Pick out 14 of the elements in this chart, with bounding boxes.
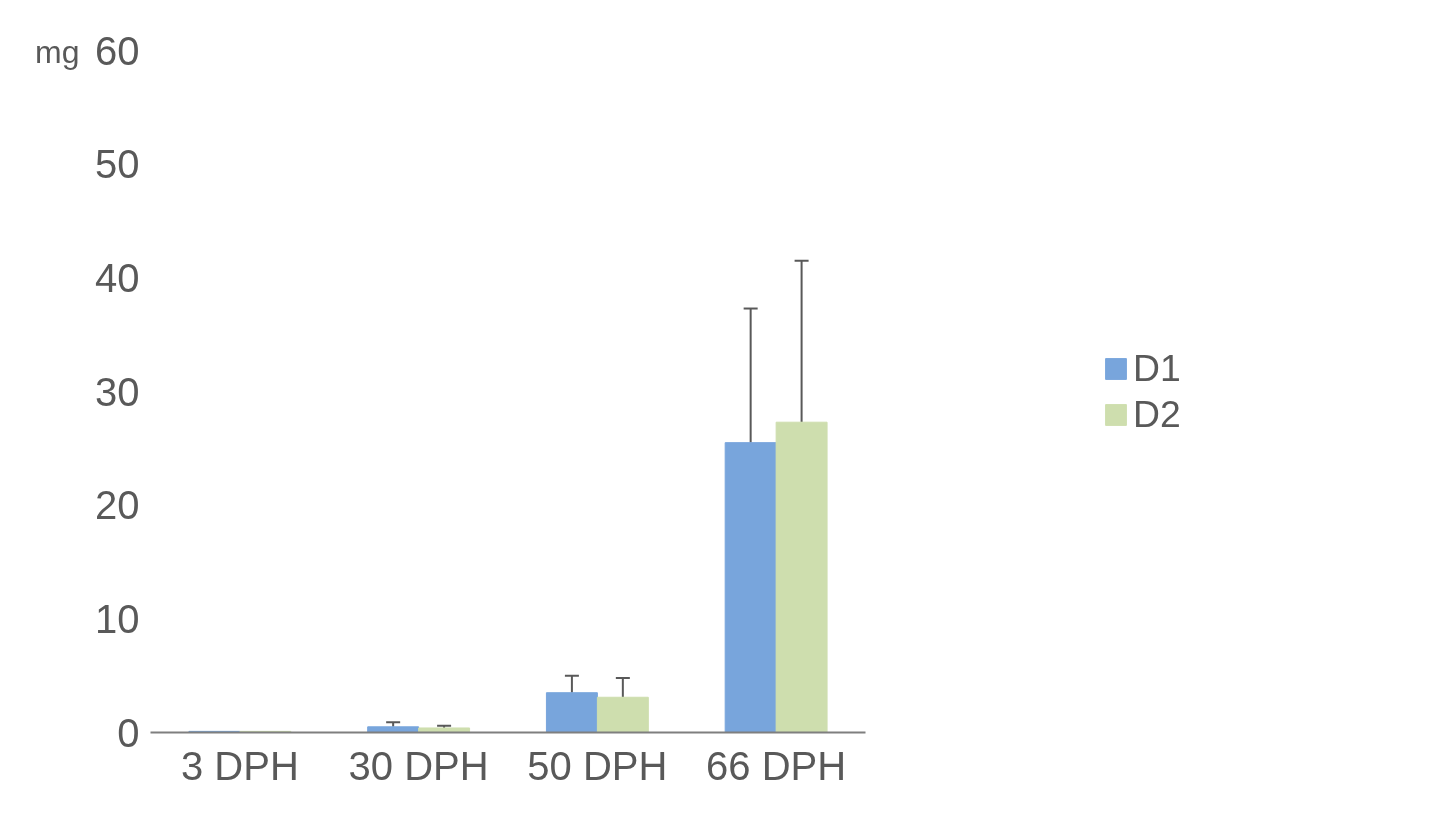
y-tick-label: 50 <box>95 142 140 187</box>
y-tick-label: 10 <box>95 596 140 641</box>
y-tick-label: 60 <box>95 28 140 73</box>
x-tick-label: 3 DPH <box>180 743 299 788</box>
y-tick-label: 20 <box>95 483 140 528</box>
legend-label: D2 <box>1133 392 1182 436</box>
x-tick-label: 50 DPH <box>527 743 668 788</box>
legend-label: D1 <box>1133 346 1182 390</box>
x-tick-label: 30 DPH <box>348 743 489 788</box>
y-tick-label: 30 <box>95 369 140 414</box>
y-tick-label: 0 <box>117 710 140 755</box>
y-axis-title: mg <box>35 33 80 72</box>
y-tick-label: 40 <box>95 255 140 300</box>
x-tick-label: 66 DPH <box>706 743 847 788</box>
